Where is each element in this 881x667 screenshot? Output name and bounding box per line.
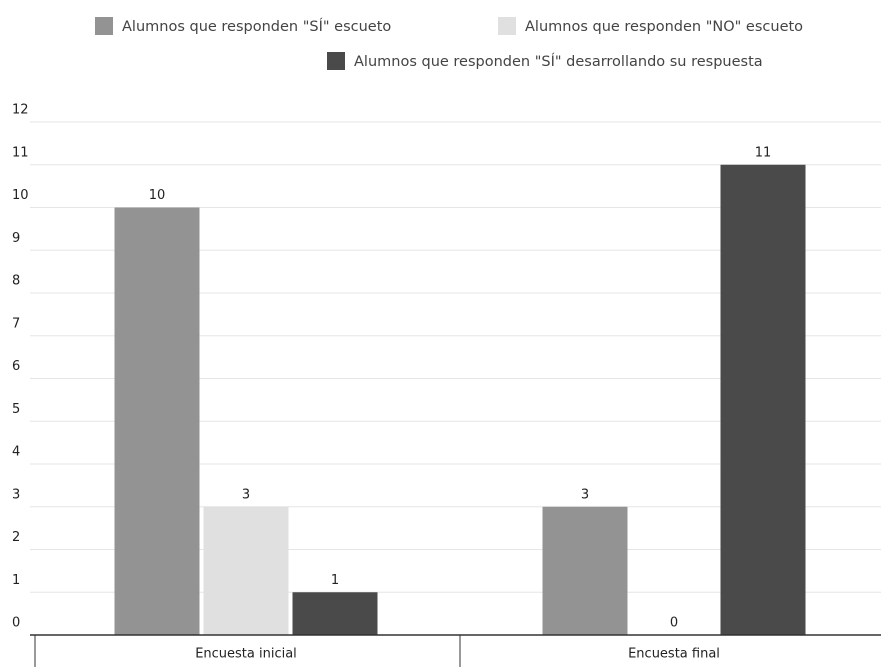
bar	[720, 164, 806, 635]
data-label: 11	[755, 145, 772, 160]
legend-label: Alumnos que responden "SÍ" desarrollando…	[354, 53, 763, 70]
legend-swatch	[95, 17, 113, 35]
data-label: 0	[670, 616, 678, 631]
y-tick-label: 8	[12, 274, 20, 289]
y-tick-label: 4	[12, 445, 20, 460]
data-label: 10	[149, 188, 166, 203]
y-tick-label: 12	[12, 103, 29, 118]
bar	[292, 592, 378, 635]
y-tick-label: 11	[12, 145, 29, 160]
data-label: 3	[242, 487, 250, 502]
legend-swatch	[327, 52, 345, 70]
y-tick-label: 6	[12, 359, 20, 374]
legend-label: Alumnos que responden "NO" escueto	[525, 19, 803, 35]
bar	[114, 207, 200, 635]
y-tick-label: 7	[12, 316, 20, 331]
y-tick-label: 3	[12, 487, 20, 502]
legend-label: Alumnos que responden "SÍ" escueto	[122, 18, 391, 35]
y-tick-label: 0	[12, 616, 20, 631]
data-label: 1	[331, 573, 339, 588]
x-tick-label: Encuesta inicial	[195, 647, 297, 662]
y-tick-label: 9	[12, 231, 20, 246]
y-tick-label: 5	[12, 402, 20, 417]
bar	[542, 506, 628, 635]
y-tick-label: 2	[12, 530, 20, 545]
data-label: 3	[581, 487, 589, 502]
bar	[203, 506, 289, 635]
y-tick-label: 1	[12, 573, 20, 588]
legend-swatch	[498, 17, 516, 35]
y-tick-label: 10	[12, 188, 29, 203]
x-tick-label: Encuesta final	[628, 647, 720, 662]
